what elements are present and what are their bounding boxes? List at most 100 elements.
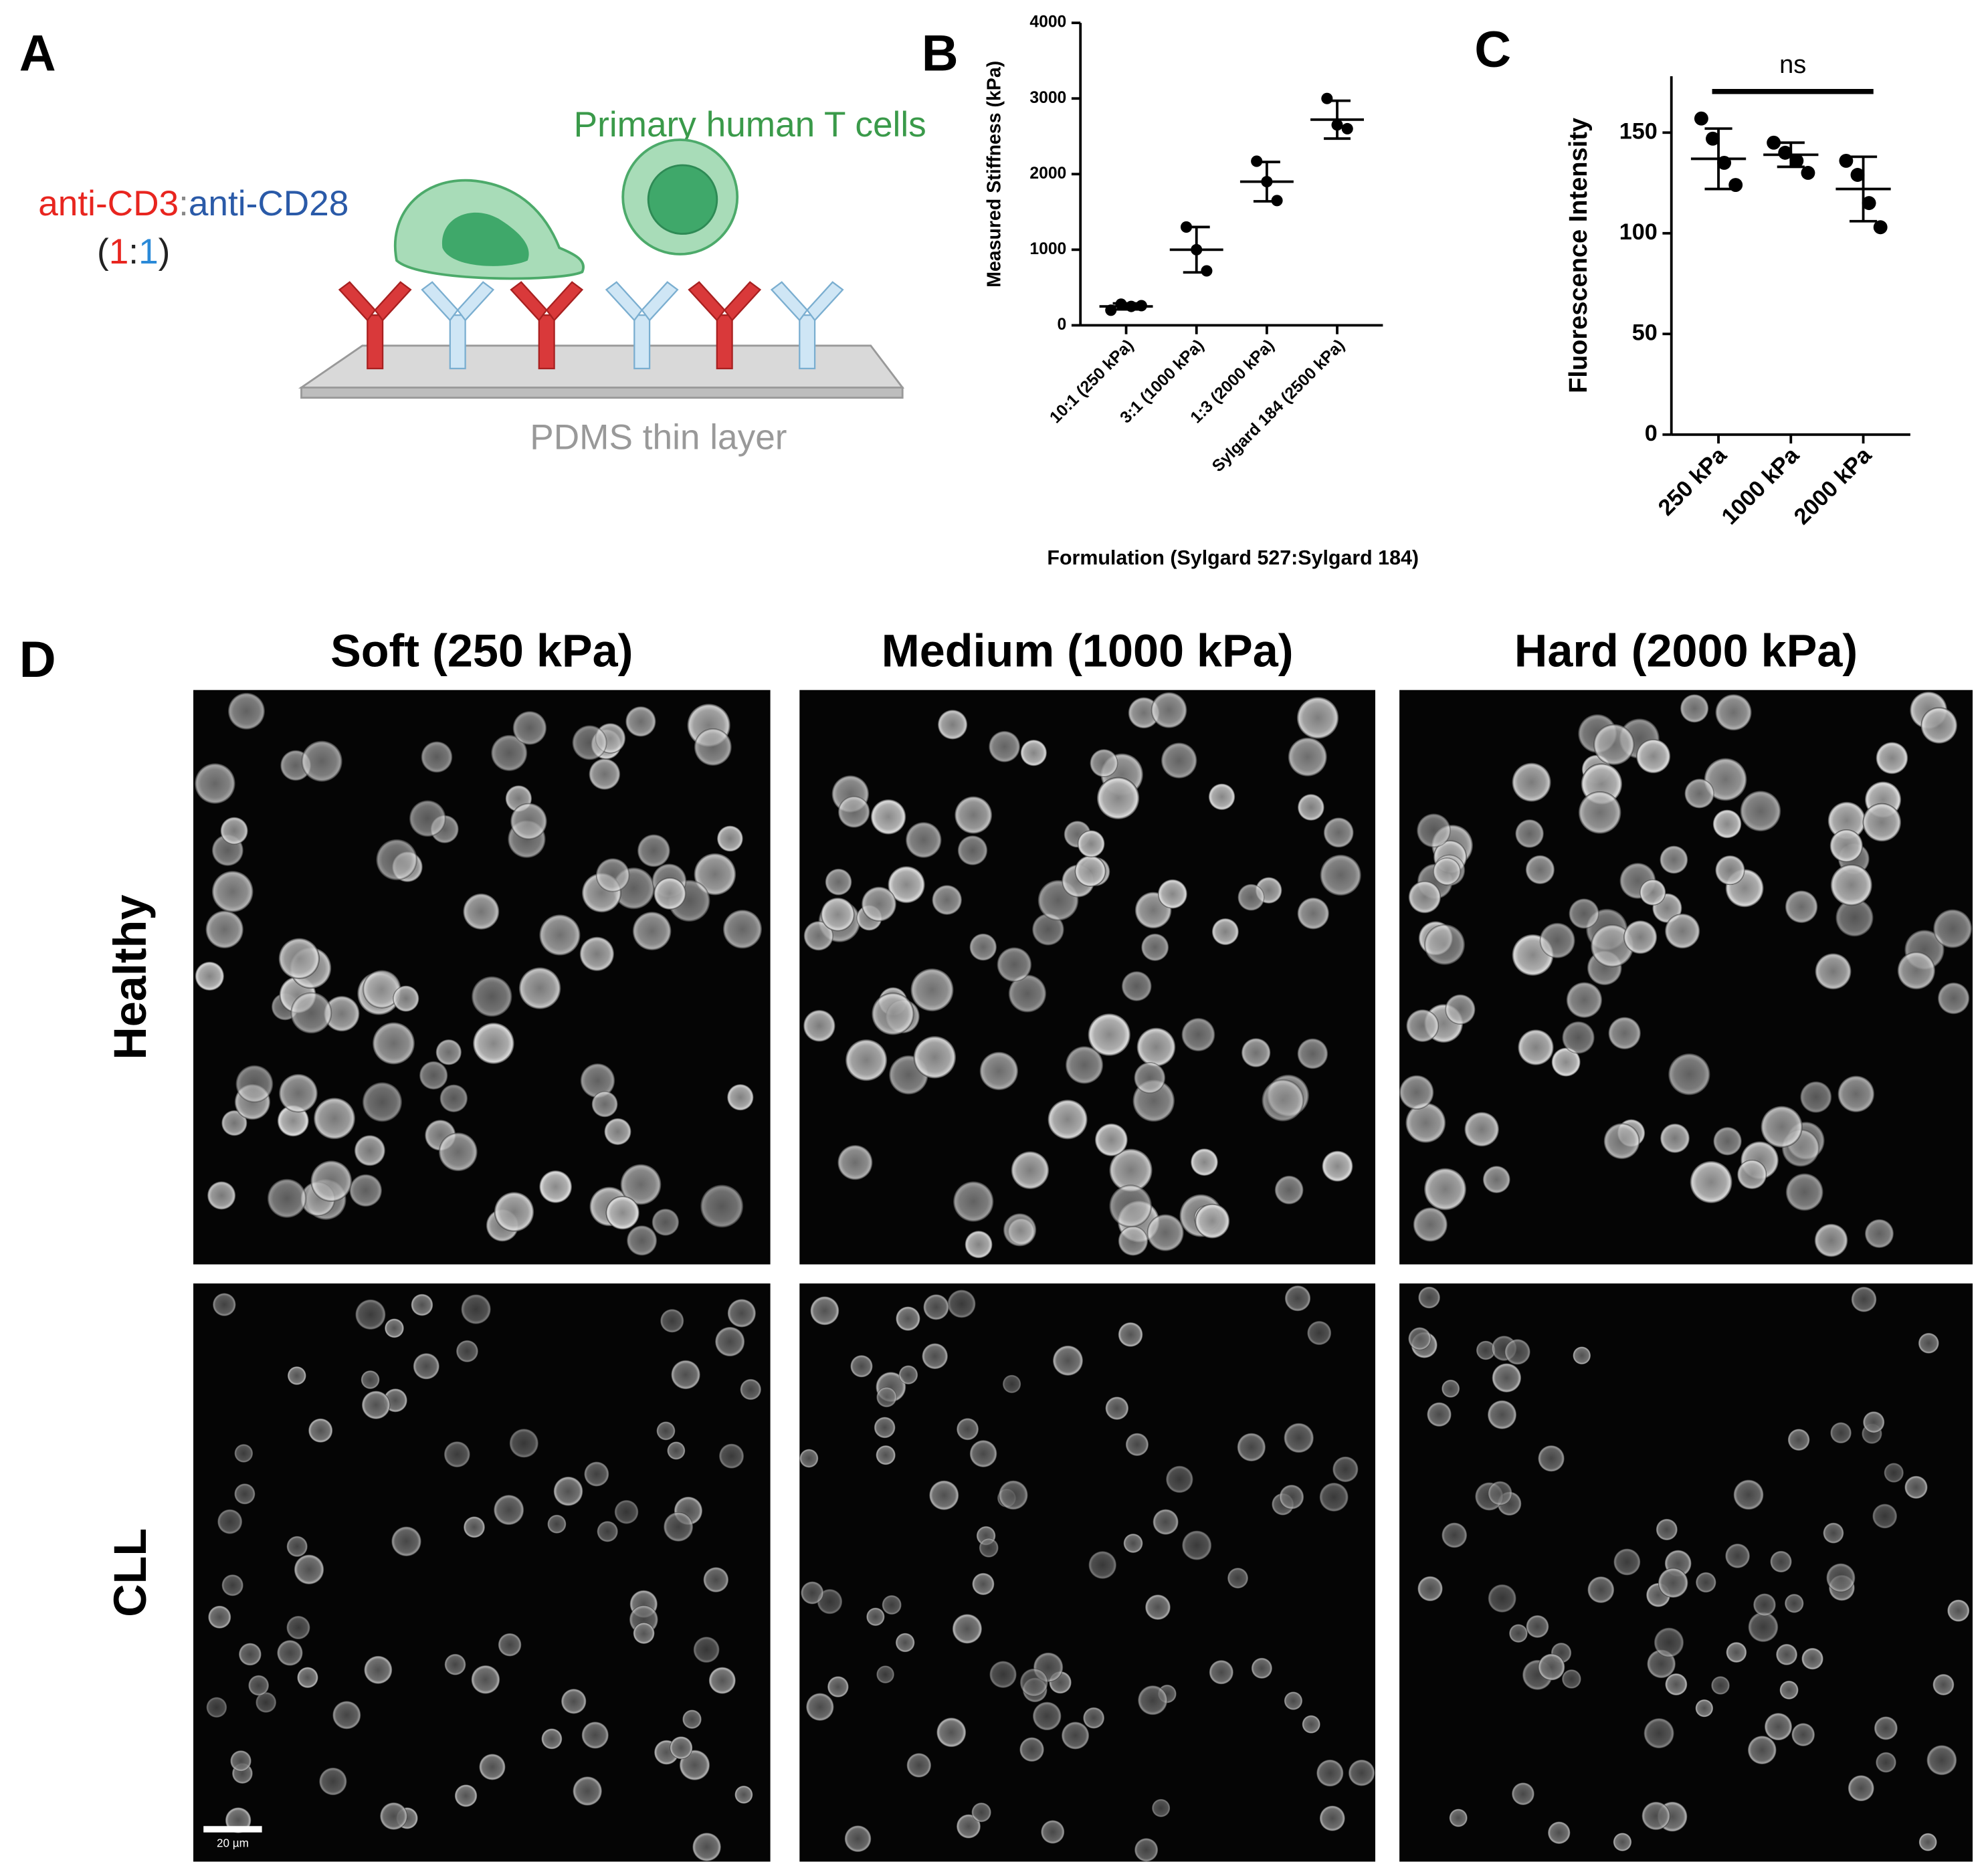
antibody <box>770 281 844 370</box>
antibody-arm <box>688 281 726 322</box>
cell <box>539 1170 573 1203</box>
cell <box>895 1633 915 1653</box>
cell <box>230 1750 252 1772</box>
cell <box>393 985 419 1012</box>
cell <box>217 1509 243 1534</box>
column-title: Hard (2000 kPa) <box>1514 626 1858 677</box>
cell <box>1427 1402 1452 1427</box>
micrograph-background <box>799 690 1375 1265</box>
cell <box>1320 854 1361 896</box>
y-tick-label: 100 <box>1619 219 1658 245</box>
cell <box>1417 1576 1443 1602</box>
cell <box>722 910 763 949</box>
cell <box>1713 1127 1742 1156</box>
column-title: Soft (250 kPa) <box>330 626 633 677</box>
data-point <box>1321 92 1333 104</box>
cell <box>456 1340 478 1362</box>
cell <box>633 1622 655 1644</box>
cell <box>363 970 401 1009</box>
cell <box>1791 1723 1815 1747</box>
cell <box>1665 1673 1688 1695</box>
cell <box>310 1160 353 1202</box>
cell <box>660 1309 684 1333</box>
cell <box>972 1572 995 1595</box>
cell <box>727 1083 754 1111</box>
cell <box>1538 1445 1565 1472</box>
cell <box>1284 1423 1314 1453</box>
cell <box>1603 1123 1640 1160</box>
cell <box>876 1665 894 1683</box>
x-tick-label: 2000 kPa <box>1789 442 1877 530</box>
cell <box>1593 724 1635 765</box>
cell <box>801 1581 824 1604</box>
cell <box>1134 1838 1159 1862</box>
y-tick-label: 2000 <box>1029 165 1066 183</box>
cell <box>1642 1801 1670 1831</box>
cell <box>956 1814 981 1839</box>
cell <box>1061 1722 1090 1750</box>
cell <box>872 993 914 1035</box>
data-point <box>1801 166 1815 180</box>
cell <box>1408 1327 1431 1350</box>
cell <box>957 1418 979 1441</box>
cell <box>989 1661 1017 1688</box>
x-axis-label: Formulation (Sylgard 527:Sylgard 184) <box>1047 546 1419 569</box>
data-point <box>1767 135 1781 150</box>
antibody-arm <box>338 281 377 322</box>
cell <box>1826 1563 1856 1592</box>
separator: : <box>128 232 138 272</box>
cell <box>844 1825 872 1853</box>
cell <box>1413 1207 1448 1242</box>
antibody-stem <box>799 314 816 370</box>
cell <box>294 1554 324 1584</box>
cell <box>349 1174 383 1207</box>
cell <box>896 1306 920 1331</box>
cell <box>1658 1568 1688 1598</box>
cell <box>332 1701 361 1730</box>
cell <box>1695 1699 1714 1718</box>
micrograph <box>799 690 1375 1265</box>
cell <box>1737 1159 1767 1190</box>
cell <box>1094 1123 1128 1156</box>
cell <box>553 1476 583 1506</box>
cell <box>922 1343 949 1370</box>
cell <box>1748 1612 1779 1643</box>
cell <box>716 825 743 852</box>
data-point <box>1873 220 1888 235</box>
cell <box>308 1418 333 1443</box>
cell <box>1296 697 1339 739</box>
cell <box>435 1039 462 1065</box>
cell <box>654 877 686 910</box>
cell <box>319 1767 347 1796</box>
cell <box>1715 694 1752 731</box>
cell <box>1800 1081 1832 1113</box>
cell <box>1562 1021 1595 1054</box>
antibody-stem <box>367 314 384 370</box>
cell <box>1770 1550 1792 1573</box>
cell <box>862 886 896 922</box>
cell <box>1002 1374 1021 1394</box>
cell <box>1019 1668 1048 1697</box>
cell <box>1032 1701 1062 1731</box>
antibody-stem <box>633 314 651 370</box>
cell <box>866 1607 885 1627</box>
cell <box>1918 1332 1939 1354</box>
cell <box>238 1643 262 1666</box>
cell <box>1316 1759 1344 1787</box>
antibodies <box>338 281 844 370</box>
cell <box>1020 740 1047 766</box>
cell <box>1487 1400 1517 1429</box>
cell <box>1656 1518 1678 1541</box>
cell <box>1088 1551 1117 1579</box>
cell <box>1442 1379 1460 1398</box>
cell <box>957 835 988 865</box>
cell <box>1492 1363 1522 1392</box>
cell <box>1862 803 1902 842</box>
cell <box>1161 742 1197 779</box>
cell <box>1445 994 1476 1025</box>
cell <box>965 1231 993 1259</box>
cell <box>1319 1482 1349 1512</box>
cell <box>391 1526 421 1557</box>
cell <box>461 1294 491 1324</box>
